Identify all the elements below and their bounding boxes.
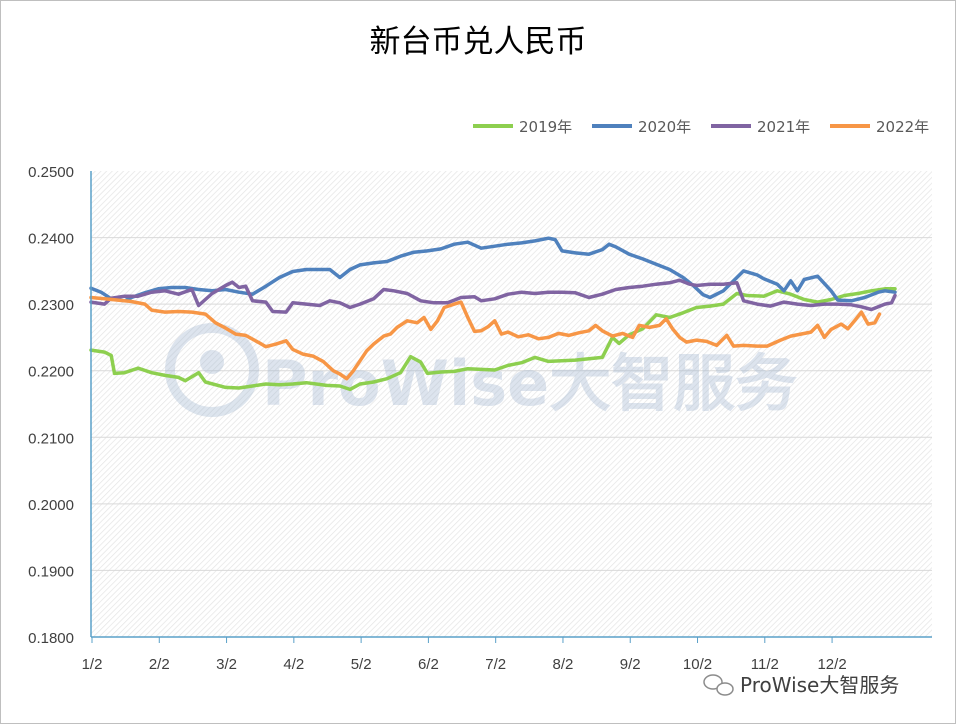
y-tick-label: 0.1800 bbox=[28, 630, 74, 647]
x-tick-label: 2/2 bbox=[149, 656, 170, 673]
y-tick-label: 0.2400 bbox=[28, 231, 74, 248]
x-tick-label: 6/2 bbox=[418, 656, 439, 673]
x-tick-label: 7/2 bbox=[485, 656, 506, 673]
series-line-2021年 bbox=[89, 278, 897, 314]
series-line-2022年 bbox=[89, 295, 882, 381]
wechat-bubble-large bbox=[703, 674, 723, 690]
legend: 2019年 2020年 2021年 2022年 bbox=[473, 118, 929, 136]
series-line-2020年 bbox=[89, 236, 897, 303]
x-axis: 1/2 2/2 3/2 4/2 5/2 6/2 7/2 8/2 9/2 10/2 11/2 12/2 bbox=[82, 636, 932, 673]
legend-label: 2022年 bbox=[876, 118, 929, 136]
legend-label: 2021年 bbox=[757, 118, 810, 136]
y-tick-label: 0.2300 bbox=[28, 297, 74, 314]
x-tick-label: 12/2 bbox=[817, 656, 846, 673]
x-tick-label: 11/2 bbox=[751, 656, 779, 673]
footer: ProWise大智服务 bbox=[703, 673, 899, 697]
y-axis: 0.2500 0.2400 0.2300 0.2200 0.2100 0.2000 0.19… bbox=[28, 164, 92, 647]
y-tick-label: 0.2200 bbox=[28, 364, 74, 381]
x-tick-label: 5/2 bbox=[351, 656, 372, 673]
x-tick-label: 3/2 bbox=[216, 656, 237, 673]
watermark-logo-icon bbox=[165, 323, 259, 417]
legend-label: 2019年 bbox=[519, 118, 572, 136]
footer-source-text: ProWise大智服务 bbox=[740, 673, 899, 697]
wechat-bubble-small bbox=[716, 682, 734, 696]
y-tick-label: 0.1900 bbox=[28, 563, 74, 580]
legend-label: 2020年 bbox=[638, 118, 691, 136]
x-tick-label: 4/2 bbox=[283, 656, 304, 673]
watermark-logo-dot-icon bbox=[200, 350, 224, 374]
series-line-2019年 bbox=[89, 287, 897, 392]
x-tick-label: 8/2 bbox=[553, 656, 574, 673]
wechat-icon bbox=[703, 674, 734, 696]
x-tick-label: 1/2 bbox=[82, 656, 103, 673]
y-tick-label: 0.2500 bbox=[28, 164, 74, 181]
y-tick-label: 0.2100 bbox=[28, 430, 74, 447]
plot-area bbox=[91, 171, 932, 637]
series-group bbox=[89, 236, 897, 392]
chart-title: 新台币兑人民币 bbox=[370, 24, 587, 60]
y-tick-label: 0.2000 bbox=[28, 497, 74, 514]
x-tick-label: 9/2 bbox=[620, 656, 641, 673]
x-tick-label: 10/2 bbox=[683, 656, 712, 673]
